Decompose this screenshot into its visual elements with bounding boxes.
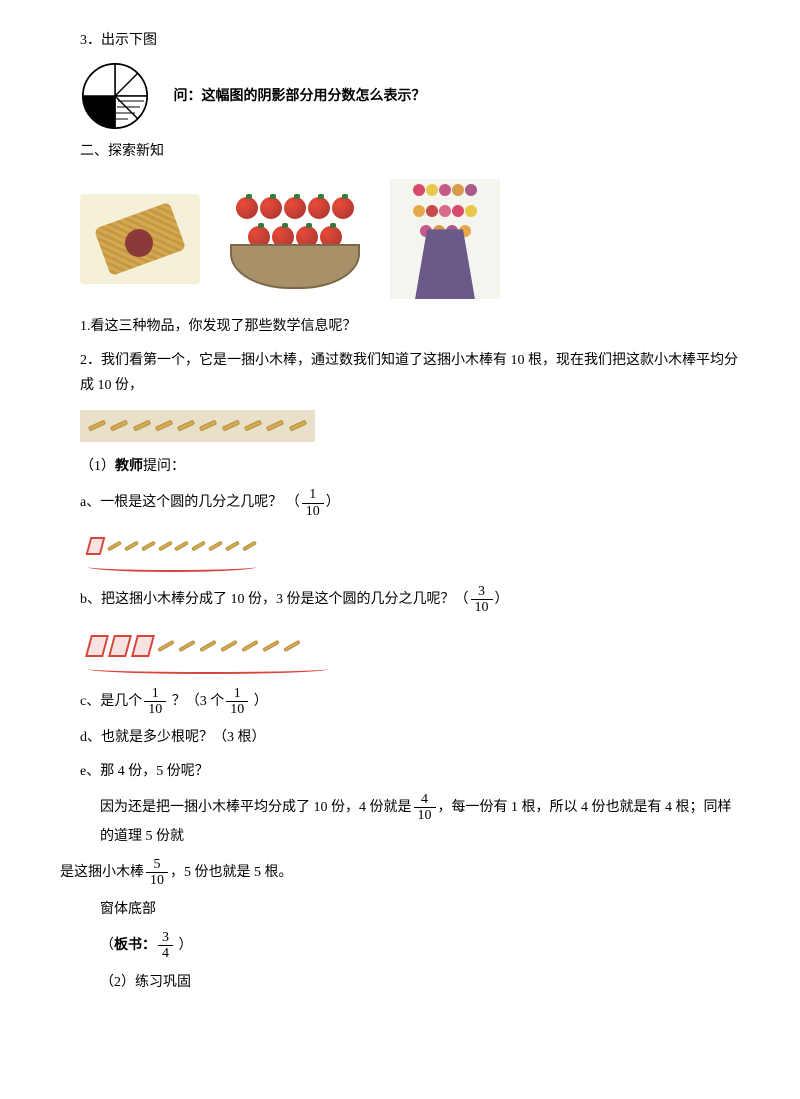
explanation: 因为还是把一捆小木棒平均分成了 10 份，4 份就是410，每一份有 1 根，所…	[100, 792, 740, 849]
board-prefix: （	[100, 938, 114, 953]
teacher-q-suffix: 提问：	[143, 459, 185, 474]
section-explore: 二、探索新知	[80, 139, 740, 164]
stick-red-box-1	[85, 635, 109, 657]
qa-fraction: 110	[302, 487, 324, 519]
explain-frac1: 410	[414, 792, 436, 824]
qc-text2: ？（3 个	[168, 694, 224, 709]
board-frac: 34	[158, 930, 173, 962]
circle-question-text: 问：这幅图的阴影部分用分数怎么表示？	[174, 84, 426, 109]
apples-basket-image	[220, 189, 370, 289]
stick-red-box-2	[108, 635, 132, 657]
question-d: d、也就是多少根呢？（3 根）	[80, 725, 740, 750]
explain-p1: 因为还是把一捆小木棒平均分成了 10 份，4 份就是	[100, 800, 412, 815]
qa-text: a、一根是这个圆的几分之几呢？ （	[80, 495, 300, 510]
board-bold: 板书：	[114, 938, 156, 953]
explanation-line2: 是这捆小木棒510，5 份也就是 5 根。	[60, 857, 740, 889]
question-e: e、那 4 份，5 份呢？	[80, 759, 740, 784]
stick-red-box-3	[131, 635, 155, 657]
bouquet-image	[390, 179, 500, 299]
qa-close: ）	[326, 495, 340, 510]
question-1: 1.看这三种物品，你发现了那些数学信息呢？	[80, 314, 740, 339]
teacher-q-bold: 教师	[115, 459, 143, 474]
window-bottom: 窗体底部	[100, 897, 740, 922]
sticks-row-10	[80, 410, 315, 442]
stick-red-box	[86, 537, 106, 555]
circle-question-row: 问：这幅图的阴影部分用分数怎么表示？	[80, 61, 740, 131]
qc-text3: ）	[250, 694, 268, 709]
qc-frac1: 110	[144, 686, 166, 718]
question-c: c、是几个110 ？（3 个110 ）	[80, 686, 740, 718]
section3-title: 3．出示下图	[80, 28, 740, 53]
sticks-1-highlighted	[80, 529, 265, 574]
question-2: 2．我们看第一个，它是一捆小木棒，通过数我们知道了这捆小木棒有 10 根，现在我…	[80, 348, 740, 398]
qc-text1: c、是几个	[80, 694, 142, 709]
teacher-q-prefix: （1）	[80, 459, 115, 474]
explain-p3: 是这捆小木棒	[60, 865, 144, 880]
board-writing: （板书：34 ）	[100, 930, 740, 962]
red-curve	[88, 562, 256, 572]
sticks-bundle-image	[80, 194, 200, 284]
board-suffix: ）	[175, 938, 193, 953]
teacher-question-label: （1）教师提问：	[80, 454, 740, 479]
qb-fraction: 310	[471, 584, 493, 616]
qb-close: ）	[495, 592, 509, 607]
qc-frac2: 110	[226, 686, 248, 718]
explain-p4: ，5 份也就是 5 根。	[170, 865, 293, 880]
three-items-row	[80, 179, 740, 299]
question-a: a、一根是这个圆的几分之几呢？ （110）	[80, 487, 740, 519]
qb-text: b、把这捆小木棒分成了 10 份，3 份是这个圆的几分之几呢？（	[80, 592, 469, 607]
circle-diagram	[80, 61, 150, 131]
explain-frac2: 510	[146, 857, 168, 889]
red-curve-3	[88, 664, 328, 674]
practice-label: （2）练习巩固	[100, 970, 740, 995]
sticks-3-highlighted	[80, 626, 340, 676]
question-b: b、把这捆小木棒分成了 10 份，3 份是这个圆的几分之几呢？（310）	[80, 584, 740, 616]
